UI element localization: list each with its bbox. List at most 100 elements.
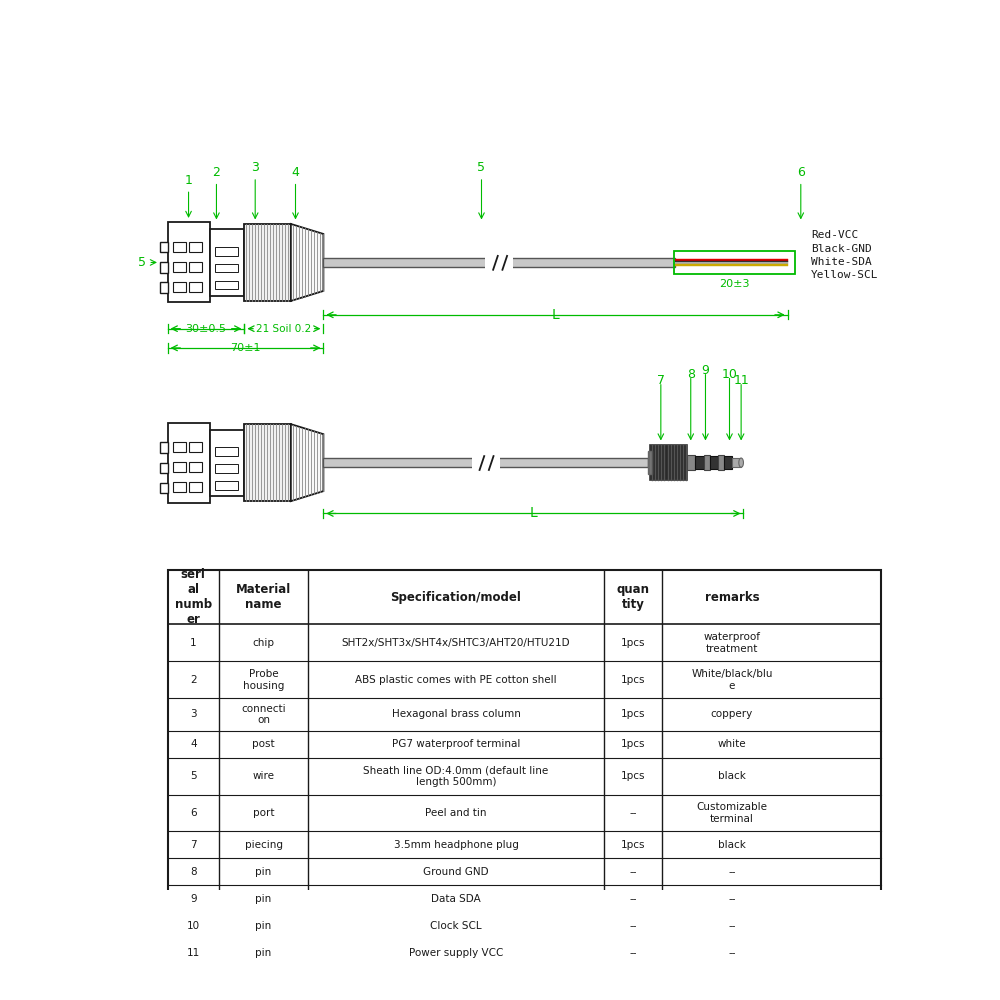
Text: wire: wire — [253, 771, 275, 781]
Bar — [732, 458, 741, 467]
Text: Specification/model: Specification/model — [391, 591, 521, 604]
Text: White-SDA: White-SDA — [811, 257, 872, 267]
Text: white: white — [718, 739, 746, 749]
Text: White/black/blu
e: White/black/blu e — [691, 669, 773, 691]
Text: pin: pin — [255, 948, 272, 958]
Polygon shape — [291, 424, 323, 501]
Bar — [189, 262, 202, 272]
Text: Data SDA: Data SDA — [431, 894, 481, 904]
Bar — [173, 262, 186, 272]
Text: 30±0.5: 30±0.5 — [185, 324, 226, 334]
Text: pin: pin — [255, 894, 272, 904]
Bar — [173, 442, 186, 452]
Bar — [687, 455, 695, 470]
Bar — [168, 423, 210, 503]
Text: pin: pin — [255, 921, 272, 931]
Text: --: -- — [728, 948, 736, 958]
Text: 11: 11 — [187, 948, 200, 958]
Text: remarks: remarks — [705, 591, 759, 604]
Text: 5: 5 — [138, 256, 146, 269]
Text: 10: 10 — [722, 368, 737, 381]
Bar — [718, 455, 724, 470]
Text: 1pcs: 1pcs — [621, 840, 645, 850]
Text: 3.5mm headphone plug: 3.5mm headphone plug — [394, 840, 518, 850]
Text: 10: 10 — [187, 921, 200, 931]
Text: --: -- — [629, 948, 637, 958]
Bar — [695, 456, 704, 469]
Text: 6: 6 — [190, 808, 197, 818]
Text: 9: 9 — [702, 364, 709, 377]
Text: --: -- — [629, 921, 637, 931]
Text: ABS plastic comes with PE cotton shell: ABS plastic comes with PE cotton shell — [355, 675, 557, 685]
Text: 4: 4 — [190, 739, 197, 749]
Text: 1: 1 — [185, 174, 192, 187]
Text: Customizable
terminal: Customizable terminal — [696, 802, 767, 824]
Text: 6: 6 — [797, 166, 805, 179]
Bar — [472, 455, 500, 471]
Text: black: black — [718, 771, 746, 781]
Bar — [323, 258, 675, 267]
Text: pin: pin — [255, 867, 272, 877]
Text: --: -- — [629, 867, 637, 877]
Text: --: -- — [728, 894, 736, 904]
Text: Hexagonal brass column: Hexagonal brass column — [392, 709, 520, 719]
Bar — [160, 483, 168, 493]
Bar — [215, 247, 238, 256]
Bar — [160, 282, 168, 293]
Bar — [189, 442, 202, 452]
Bar — [485, 254, 513, 271]
Bar — [704, 455, 710, 470]
Text: 8: 8 — [190, 867, 197, 877]
Text: Ground GND: Ground GND — [423, 867, 489, 877]
Text: 7: 7 — [190, 840, 197, 850]
Bar — [244, 424, 291, 501]
Text: --: -- — [728, 867, 736, 877]
Bar — [160, 463, 168, 473]
Bar — [160, 262, 168, 273]
Bar — [168, 570, 881, 966]
Text: 1pcs: 1pcs — [621, 739, 645, 749]
Bar — [160, 442, 168, 453]
Text: 1pcs: 1pcs — [621, 675, 645, 685]
Text: 5: 5 — [190, 771, 197, 781]
Bar — [189, 282, 202, 292]
Text: Yellow-SCL: Yellow-SCL — [811, 270, 878, 280]
Bar — [173, 242, 186, 252]
Bar — [215, 447, 238, 456]
Text: 9: 9 — [190, 894, 197, 904]
Text: --: -- — [728, 921, 736, 931]
Bar — [215, 281, 238, 289]
Text: quan
tity: quan tity — [617, 583, 650, 611]
Text: L: L — [552, 308, 559, 322]
Polygon shape — [291, 224, 323, 301]
Bar — [215, 481, 238, 490]
Text: Material
name: Material name — [236, 583, 291, 611]
Text: --: -- — [629, 894, 637, 904]
Text: piecing: piecing — [245, 840, 283, 850]
Bar — [210, 229, 244, 296]
Text: PG7 waterproof terminal: PG7 waterproof terminal — [392, 739, 520, 749]
Text: 7: 7 — [657, 374, 665, 387]
Bar — [675, 264, 788, 266]
Bar — [189, 242, 202, 252]
Bar — [724, 456, 732, 469]
Text: black: black — [718, 840, 746, 850]
Bar — [244, 224, 291, 301]
Bar — [675, 259, 788, 261]
Text: --: -- — [629, 808, 637, 818]
Text: 1pcs: 1pcs — [621, 771, 645, 781]
Bar — [173, 462, 186, 472]
Text: 4: 4 — [292, 166, 299, 179]
Text: L: L — [530, 506, 537, 520]
Text: 8: 8 — [687, 368, 695, 381]
Text: 1pcs: 1pcs — [621, 638, 645, 648]
Bar — [168, 222, 210, 302]
Text: 1pcs: 1pcs — [621, 709, 645, 719]
Bar — [674, 251, 795, 274]
Bar — [173, 482, 186, 492]
Bar — [215, 464, 238, 473]
Text: coppery: coppery — [711, 709, 753, 719]
Ellipse shape — [739, 458, 743, 467]
Text: 2: 2 — [213, 166, 220, 179]
Text: port: port — [253, 808, 274, 818]
